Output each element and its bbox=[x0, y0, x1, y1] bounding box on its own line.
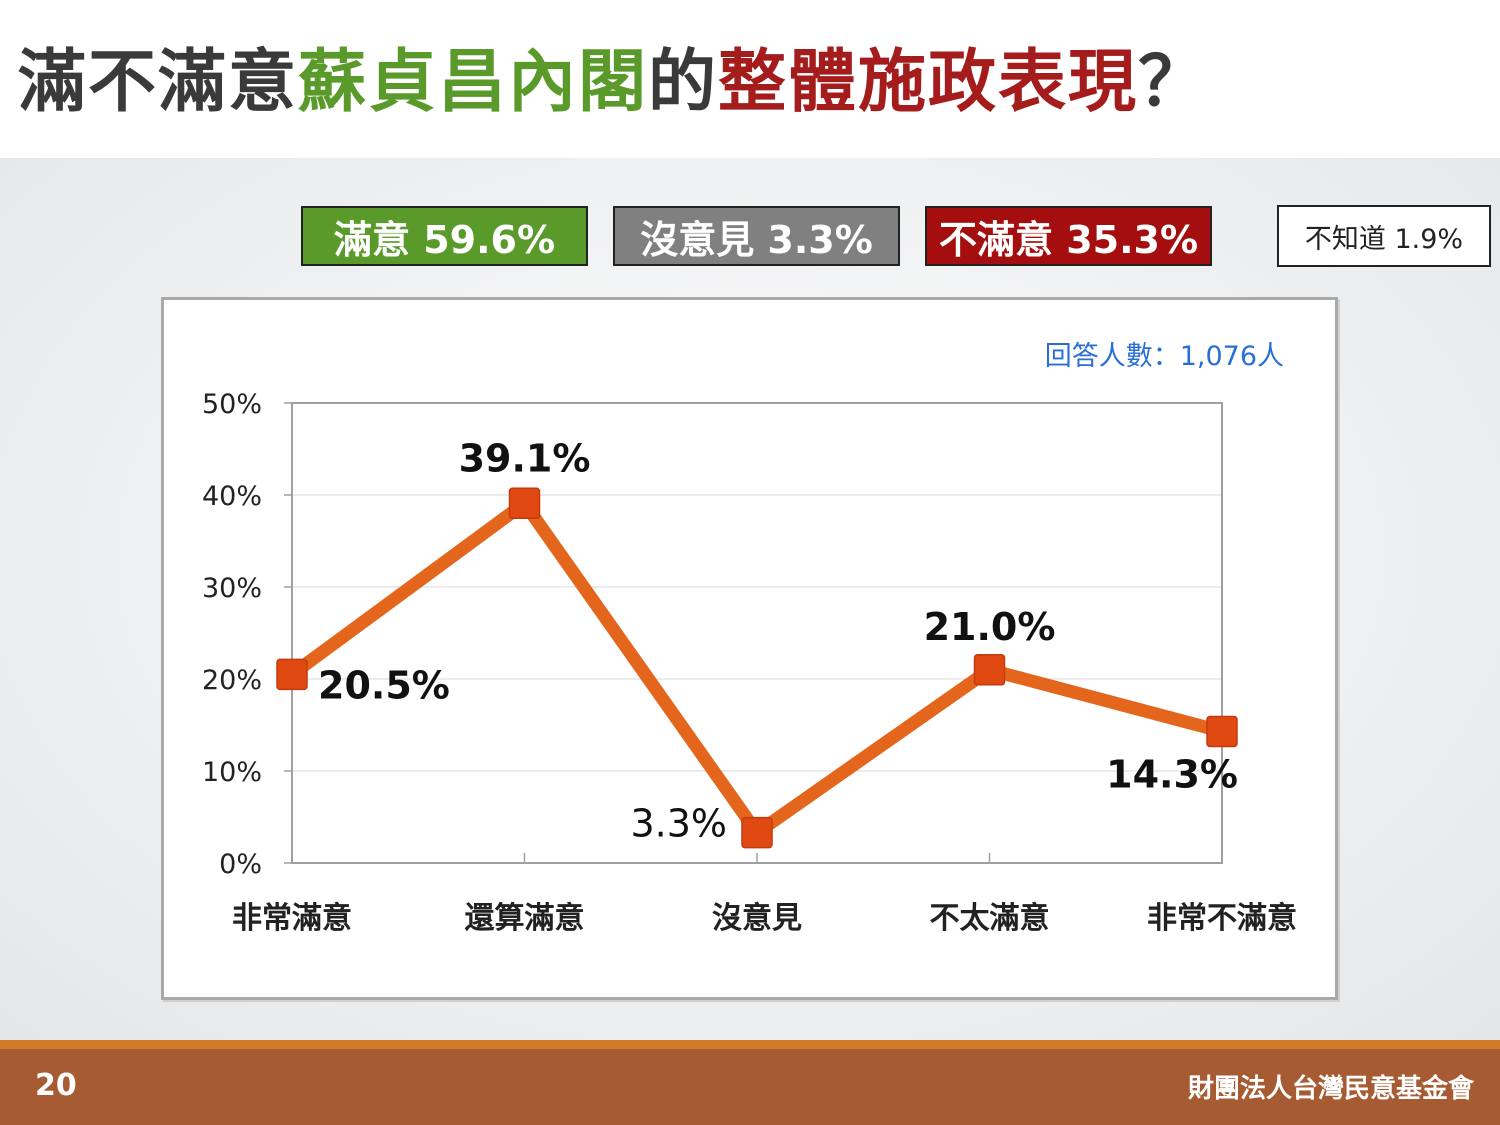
x-tick-labels: 非常滿意 還算滿意 沒意見 不太滿意 非常不滿意 bbox=[232, 853, 1297, 936]
x-tick-label: 沒意見 bbox=[712, 901, 802, 936]
title-part-5: ？ bbox=[1138, 43, 1209, 122]
grid-layer bbox=[284, 402, 1222, 864]
page-title: 滿不滿意蘇貞昌內閣的整體施政表現？ bbox=[18, 38, 1208, 128]
respondents-note: 回答人數：1,076人 bbox=[1045, 341, 1284, 372]
data-point-marker bbox=[276, 658, 308, 691]
organization-name: 財團法人台灣民意基金會 bbox=[1187, 1074, 1474, 1104]
badge-dont-know: 不知道 1.9% bbox=[1277, 205, 1491, 267]
y-tick-labels: 0% 10% 20% 30% 40% 50% bbox=[202, 389, 262, 880]
badge-no-opinion: 沒意見 3.3% bbox=[613, 206, 900, 266]
y-tick-label: 20% bbox=[202, 665, 262, 696]
x-tick-label: 還算滿意 bbox=[465, 901, 585, 936]
data-label: 20.5% bbox=[318, 663, 450, 707]
title-part-2: 蘇貞昌內閣 bbox=[298, 43, 649, 122]
x-tick-label: 不太滿意 bbox=[930, 901, 1050, 936]
x-tick-label: 非常滿意 bbox=[232, 901, 352, 936]
footer-bar bbox=[0, 1049, 1500, 1125]
y-tick-label: 30% bbox=[202, 573, 262, 604]
title-bar: 滿不滿意蘇貞昌內閣的整體施政表現？ bbox=[0, 0, 1500, 158]
plot-area-border bbox=[291, 402, 1223, 864]
x-tick-label: 非常不滿意 bbox=[1147, 901, 1297, 936]
data-label-layer: 20.5% 39.1% 3.3% 21.0% 14.3% bbox=[318, 436, 1238, 845]
data-point-marker bbox=[973, 654, 1006, 686]
data-label: 14.3% bbox=[1106, 752, 1238, 796]
data-point-marker bbox=[741, 816, 773, 849]
title-part-3: 的 bbox=[648, 43, 719, 122]
chart-frame: 0% 10% 20% 30% 40% 50% 非常滿意 還算滿意 沒意見 不太滿意 非常不滿意 2… bbox=[161, 297, 1338, 1000]
marker-layer bbox=[276, 487, 1238, 849]
data-label: 3.3% bbox=[630, 802, 727, 846]
data-label: 21.0% bbox=[924, 605, 1056, 649]
page-number: 20 bbox=[35, 1068, 77, 1103]
y-tick-label: 0% bbox=[219, 849, 262, 880]
y-tick-label: 40% bbox=[202, 481, 262, 512]
line-chart: 0% 10% 20% 30% 40% 50% 非常滿意 還算滿意 沒意見 不太滿意 非常不滿意 2… bbox=[202, 341, 1297, 936]
badge-satisfied: 滿意 59.6% bbox=[301, 206, 588, 266]
badge-dissatisfied: 不滿意 35.3% bbox=[925, 206, 1212, 266]
footer-stripe bbox=[0, 1040, 1500, 1049]
title-part-4: 整體施政表現 bbox=[718, 43, 1139, 122]
data-label: 39.1% bbox=[459, 436, 591, 480]
y-tick-label: 10% bbox=[202, 757, 262, 788]
title-part-1: 滿不滿意 bbox=[18, 43, 299, 122]
data-point-marker bbox=[508, 487, 541, 520]
data-point-marker bbox=[1206, 715, 1238, 748]
y-tick-label: 50% bbox=[202, 389, 262, 420]
